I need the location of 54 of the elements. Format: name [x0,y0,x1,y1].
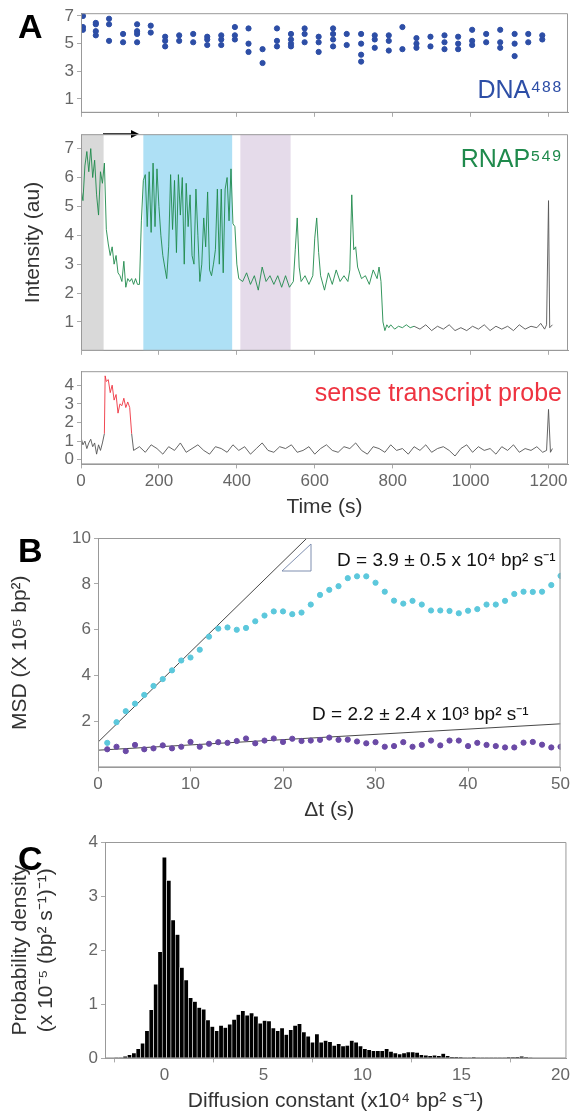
y-tick-label: 4 [64,374,74,394]
x-tick-label: 1200 [529,471,568,491]
y-tick-label: 3 [64,253,74,273]
y-tick-label: 8 [81,573,91,593]
y-tick-label: 0 [64,449,74,469]
y-tick-label: 4 [64,224,74,244]
y-tick-label: 6 [64,167,74,187]
x-tick-label: 200 [144,471,174,491]
y-tick-label: 2 [88,939,98,959]
annotation: D = 3.9 ± 0.5 x 10⁴ bp² s⁻¹ [337,549,556,571]
x-axis-title: Time (s) [286,494,363,518]
x-tick-label: 400 [222,471,252,491]
annotation: D = 2.2 ± 2.4 x 10³ bp² s⁻¹ [312,703,529,725]
y-tick-label: 4 [88,831,98,851]
y-axis-title: Intensity (au) [20,181,44,304]
y-tick-label: 2 [64,412,74,432]
x-tick-label: 15 [452,1065,471,1085]
y-tick-label: 1 [64,430,74,450]
y-tick-label: 1 [64,88,74,108]
y-tick-label: 1 [64,311,74,331]
y-axis-title: MSD (X 10⁵ bp²) [7,575,31,730]
y-tick-label: 6 [81,619,91,639]
x-axis-title: Diffusion constant (x10⁴ bp² s⁻¹) [187,1088,484,1112]
x-tick-label: 1000 [451,471,490,491]
y-tick-label: 2 [81,711,91,731]
y-tick-label: 10 [72,527,91,547]
x-tick-label: 600 [300,471,329,491]
x-tick-label: 5 [258,1065,269,1085]
x-tick-label: 10 [353,1065,372,1085]
x-tick-label: 20 [551,1065,570,1085]
chart-title: B [18,531,43,569]
chart-title: A [18,7,43,45]
y-tick-label: 7 [64,5,74,25]
text: sense transcript probe [314,378,562,407]
y-tick-label: 0 [88,1048,98,1068]
x-tick-label: 10 [181,774,200,794]
text: RNAP⁵⁴⁹ [460,144,562,173]
x-tick-label: 0 [159,1065,170,1085]
y-tick-label: 1 [88,993,98,1013]
y-tick-label: 5 [64,196,74,216]
y-tick-label: 3 [88,885,98,905]
text: DNA⁴⁸⁸ [477,74,562,103]
x-tick-label: 30 [366,774,385,794]
y-tick-label: 4 [81,665,91,685]
x-tick-label: 20 [273,774,293,794]
y-tick-label: 3 [64,60,74,80]
x-tick-label: 50 [551,774,571,794]
x-tick-label: 800 [378,471,407,491]
y-tick-label: 7 [64,138,74,158]
x-axis-title: Δt (s) [304,797,355,821]
y-tick-label: 3 [64,393,74,413]
x-tick-label: 40 [458,774,478,794]
y-tick-label: 5 [64,33,74,53]
y-tick-label: 2 [64,282,74,302]
